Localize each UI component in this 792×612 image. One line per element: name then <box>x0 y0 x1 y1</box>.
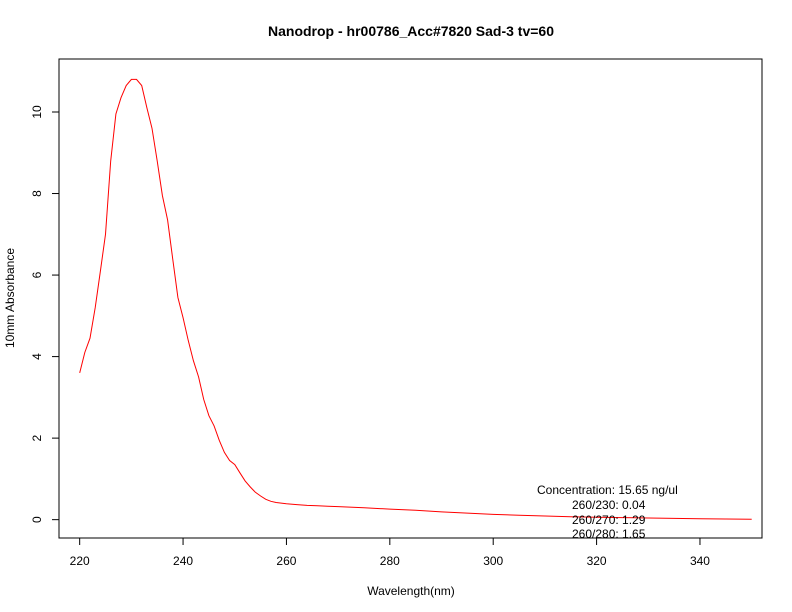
annotation-ratio-260-280: 260/280: 1.65 <box>572 527 646 541</box>
y-tick-label: 8 <box>30 190 44 197</box>
x-tick-label: 300 <box>483 554 503 568</box>
x-tick-label: 260 <box>276 554 296 568</box>
x-tick-label: 240 <box>173 554 193 568</box>
y-tick-label: 4 <box>30 353 44 360</box>
y-tick-label: 0 <box>30 516 44 523</box>
absorbance-line <box>79 78 752 520</box>
x-tick-label: 280 <box>380 554 400 568</box>
chart-title: Nanodrop - hr00786_Acc#7820 Sad-3 tv=60 <box>268 23 554 39</box>
x-axis: 220 240 260 280 300 320 340 <box>70 537 710 568</box>
y-axis-label: 10mm Absorbance <box>3 248 17 348</box>
x-tick-label: 220 <box>70 554 90 568</box>
x-tick-label: 320 <box>587 554 607 568</box>
x-tick-label: 340 <box>690 554 710 568</box>
annotation-ratio-260-270: 260/270: 1.29 <box>572 513 646 527</box>
annotation-ratio-260-230: 260/230: 0.04 <box>572 498 646 512</box>
y-tick-label: 10 <box>30 105 44 119</box>
series-layer <box>79 78 752 520</box>
x-axis-label: Wavelength(nm) <box>367 584 455 598</box>
y-tick-label: 2 <box>30 434 44 441</box>
plot-frame <box>58 58 763 539</box>
y-axis: 0 2 4 6 8 10 <box>30 105 60 523</box>
annotation-concentration: Concentration: 15.65 ng/ul <box>537 483 678 497</box>
y-tick-label: 6 <box>30 271 44 278</box>
